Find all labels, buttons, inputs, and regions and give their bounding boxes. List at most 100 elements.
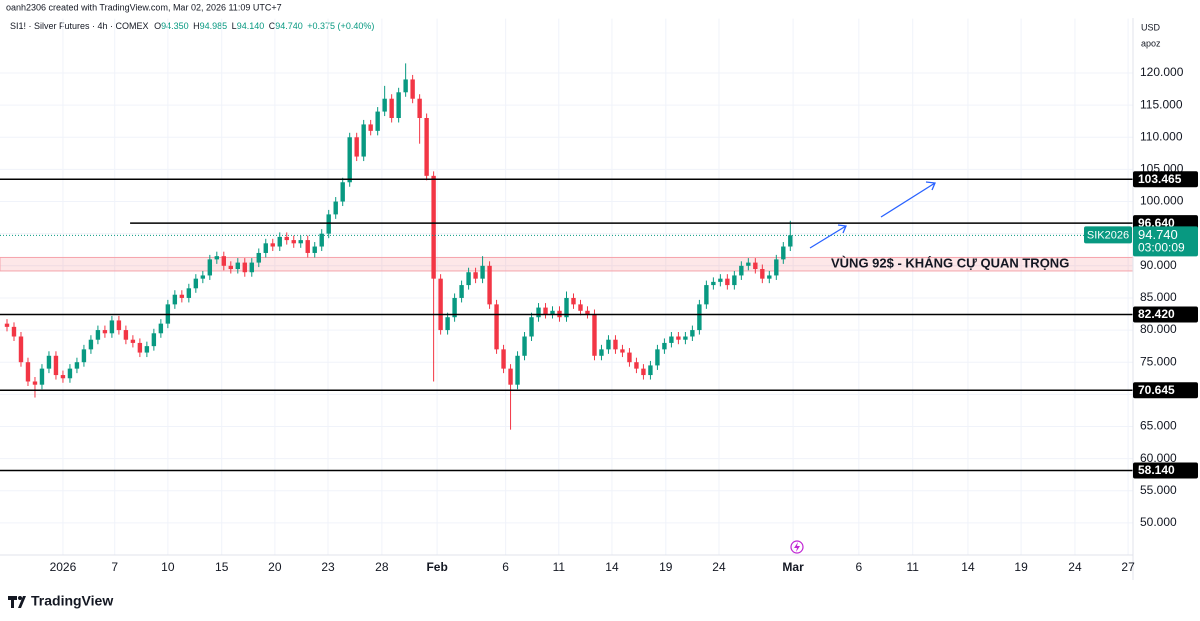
candle-body <box>60 375 66 379</box>
logo-mark <box>8 596 26 608</box>
symbol: SI1! · Silver Futures · 4h · COMEX <box>10 21 149 31</box>
candle-body <box>662 342 667 350</box>
candle-body <box>102 330 108 334</box>
candle-body <box>67 368 73 379</box>
candle-body <box>683 336 688 340</box>
x-tick-label: 11 <box>906 560 919 574</box>
y-tick-label: 75.000 <box>1140 354 1177 368</box>
candle-body <box>690 330 695 337</box>
logo: TradingView <box>8 593 113 609</box>
candle-body <box>627 352 632 363</box>
o-label: O <box>154 21 161 31</box>
candle-body <box>403 79 408 93</box>
candle-body <box>438 278 443 331</box>
y-tick-label: 115.000 <box>1140 97 1183 111</box>
candle-body <box>123 330 129 340</box>
candle-body <box>305 240 310 253</box>
level-label: 103.465 <box>1138 172 1182 186</box>
l-value: 94.140 <box>237 21 265 31</box>
candle-body <box>424 117 429 176</box>
candle-body <box>781 246 786 260</box>
candle-body <box>193 278 199 289</box>
candle-body <box>151 333 157 347</box>
y-tick-label: 80.000 <box>1140 322 1177 336</box>
candle-body <box>347 137 352 183</box>
l-label: L <box>232 21 237 31</box>
candle-body <box>291 240 296 244</box>
logo-dot <box>18 596 22 600</box>
candle-body <box>718 278 723 282</box>
candle-body <box>452 297 457 318</box>
x-tick-label: 14 <box>605 560 619 574</box>
candle-body <box>144 346 150 353</box>
level-tag <box>1133 171 1198 188</box>
y-tick-label: 120.000 <box>1140 65 1184 79</box>
level-tag <box>1133 462 1198 479</box>
x-tick-label: 11 <box>553 560 566 574</box>
candle-body <box>18 336 24 363</box>
candle-body <box>25 362 31 382</box>
candle-body <box>522 336 527 356</box>
zone-label: VÙNG 92$ - KHÁNG CỰ QUAN TRỌNG <box>831 256 1069 271</box>
change: +0.375 (+0.40%) <box>307 21 374 31</box>
x-tick-label: 19 <box>659 560 673 574</box>
candle-body <box>207 259 213 276</box>
candle-body <box>74 362 80 369</box>
candle-body <box>158 323 164 334</box>
candle-body <box>613 339 618 350</box>
x-tick-label: 24 <box>712 560 726 574</box>
candle-body <box>788 235 793 247</box>
candle-body <box>417 98 422 118</box>
candle-body <box>739 265 744 276</box>
candle-body <box>487 265 492 305</box>
candle-body <box>375 111 380 131</box>
level-label: 70.645 <box>1138 383 1175 397</box>
symbol-label: SIK2026 <box>1087 229 1129 241</box>
candle-body <box>711 281 716 286</box>
candle-body <box>669 336 674 343</box>
x-tick-label: 24 <box>1068 560 1082 574</box>
y-tick-label: 110.000 <box>1140 129 1183 143</box>
y-tick-label: 65.000 <box>1140 419 1177 433</box>
y-tick-label: 50.000 <box>1140 515 1177 529</box>
candle-body <box>354 137 359 157</box>
candle-body <box>277 236 282 247</box>
x-tick-label: 20 <box>268 560 282 574</box>
unit: apoz <box>1141 38 1161 48</box>
candle-body <box>592 314 597 356</box>
x-tick-label: 28 <box>375 560 389 574</box>
candle-body <box>431 175 436 279</box>
c-label: C <box>269 21 276 31</box>
candle-body <box>284 236 289 241</box>
candle-body <box>263 243 268 253</box>
x-tick-label: 15 <box>215 560 229 574</box>
candle-body <box>774 259 779 276</box>
y-tick-label: 100.000 <box>1140 194 1184 208</box>
candle-body <box>333 201 338 215</box>
candle-body <box>298 240 303 244</box>
candle-body <box>137 342 143 353</box>
candle-body <box>109 320 115 334</box>
candle-body <box>130 339 136 343</box>
candle-body <box>39 368 45 385</box>
candle-body <box>396 92 401 118</box>
candle-body <box>606 339 611 350</box>
candle-body <box>368 124 373 131</box>
x-tick-label: 14 <box>961 560 975 574</box>
event-icon[interactable] <box>790 540 804 554</box>
candle-body <box>228 265 233 270</box>
candle-body <box>599 349 604 356</box>
candle-body <box>172 294 178 305</box>
candle-body <box>543 307 548 315</box>
level-label: 96.640 <box>1138 216 1175 230</box>
candle-body <box>746 262 751 266</box>
x-tick-label: Mar <box>782 560 804 574</box>
candle-body <box>732 275 737 286</box>
candle-body <box>753 262 758 270</box>
event-icon-bolt <box>794 542 800 552</box>
candle-body <box>445 317 450 331</box>
candle-body <box>200 275 206 279</box>
candle-body <box>46 355 52 369</box>
candle-body <box>270 243 275 247</box>
